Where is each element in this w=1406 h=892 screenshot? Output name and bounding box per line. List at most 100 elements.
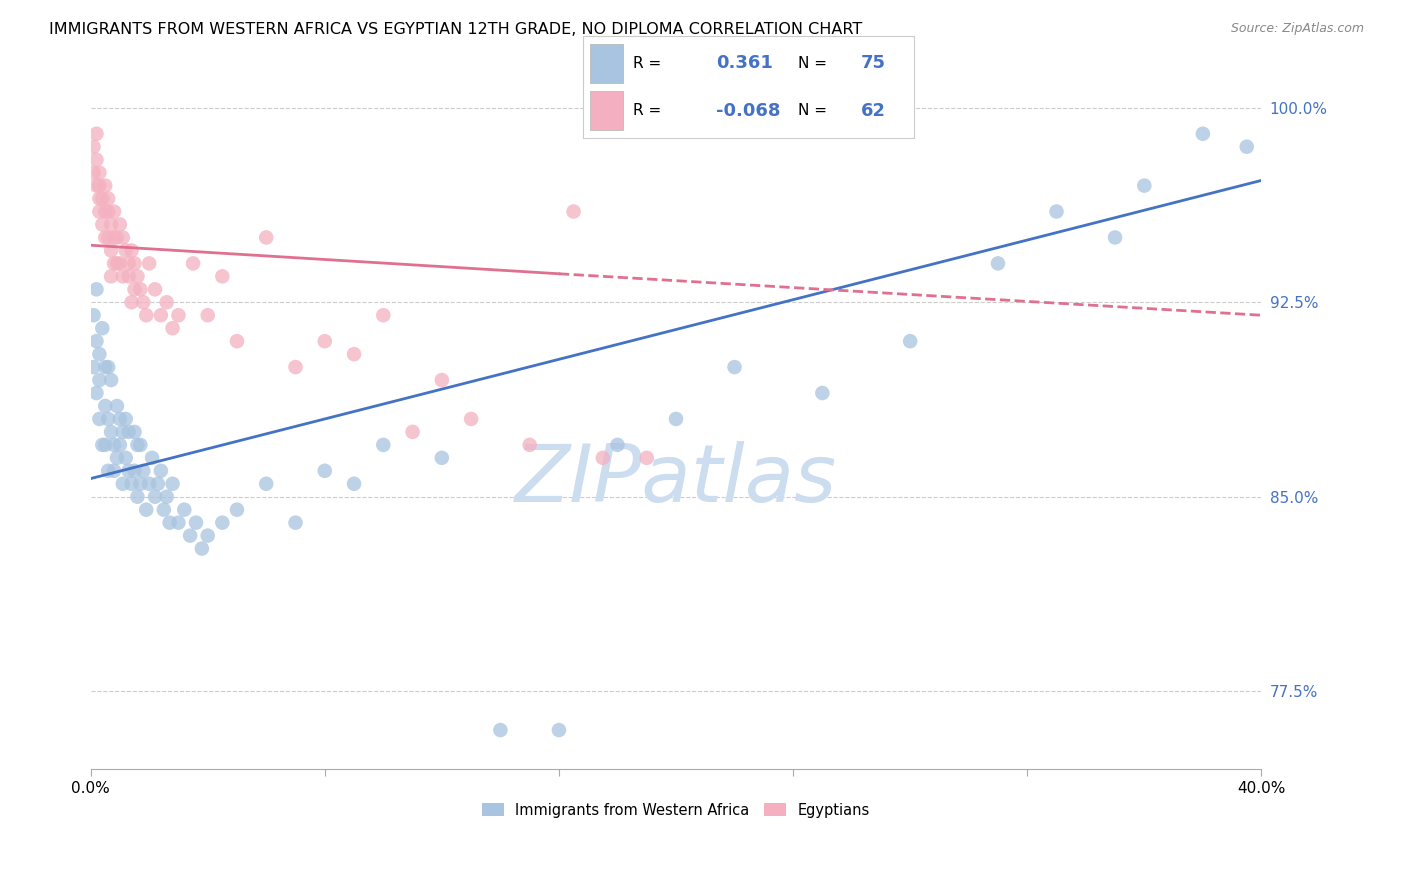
Point [191,541,214,556]
Point [254,476,277,491]
Point [1104,230,1126,244]
Point [86,334,108,348]
Point [143,490,166,504]
Point [105,399,128,413]
Point [226,334,249,348]
Point [254,230,277,244]
Point [124,256,146,270]
Point [118,425,141,439]
Point [129,438,152,452]
Point [91,218,114,232]
Text: IMMIGRANTS FROM WESTERN AFRICA VS EGYPTIAN 12TH GRADE, NO DIPLOMA CORRELATION CH: IMMIGRANTS FROM WESTERN AFRICA VS EGYPTI… [49,22,862,37]
Point [114,244,136,258]
Point [103,464,125,478]
Point [179,528,201,542]
Point [146,476,169,491]
Point [103,230,125,244]
Point [103,256,125,270]
Point [373,308,395,322]
Point [111,269,134,284]
Point [167,308,190,322]
Point [284,516,307,530]
Point [118,269,141,284]
Text: N =: N = [799,103,827,118]
Point [606,438,628,452]
Point [162,476,184,491]
Point [100,218,122,232]
Point [1192,127,1215,141]
Point [149,464,172,478]
Point [562,204,585,219]
Point [173,502,195,516]
Point [156,295,179,310]
Text: 62: 62 [860,102,886,120]
Point [108,438,131,452]
Text: 75: 75 [860,54,886,72]
Point [1133,178,1156,193]
Point [97,464,120,478]
Point [86,282,108,296]
Point [181,256,204,270]
Point [143,282,166,296]
Point [127,490,149,504]
Point [114,450,136,465]
Point [89,204,111,219]
Point [343,347,366,361]
Text: -0.068: -0.068 [716,102,780,120]
Text: Source: ZipAtlas.com: Source: ZipAtlas.com [1230,22,1364,36]
Point [592,450,614,465]
Point [723,360,745,375]
Point [83,360,105,375]
Point [94,360,117,375]
Point [811,386,834,401]
Point [118,464,141,478]
Text: ZIPatlas: ZIPatlas [515,442,837,519]
Point [135,308,157,322]
Point [987,256,1010,270]
Point [401,425,423,439]
Point [111,476,134,491]
Point [108,412,131,426]
Point [94,204,117,219]
Point [430,450,453,465]
Point [89,347,111,361]
Point [91,438,114,452]
Point [129,282,152,296]
Point [124,282,146,296]
Point [111,425,134,439]
Point [97,204,120,219]
Point [135,502,157,516]
Point [105,450,128,465]
Point [127,438,149,452]
Point [97,412,120,426]
Point [91,192,114,206]
Point [211,269,233,284]
Point [94,178,117,193]
Point [83,166,105,180]
Point [152,502,174,516]
Point [103,204,125,219]
Point [343,476,366,491]
Point [197,528,219,542]
Point [89,192,111,206]
Point [460,412,482,426]
Point [97,360,120,375]
Point [226,502,249,516]
Point [141,450,163,465]
Point [91,321,114,335]
Point [89,166,111,180]
Point [124,425,146,439]
Point [167,516,190,530]
Point [94,230,117,244]
FancyBboxPatch shape [591,44,623,83]
Point [1236,139,1258,153]
Point [86,127,108,141]
Point [138,476,160,491]
Point [519,438,541,452]
Point [94,438,117,452]
Point [132,464,155,478]
Point [121,244,143,258]
Point [97,192,120,206]
Point [197,308,219,322]
Point [665,412,688,426]
